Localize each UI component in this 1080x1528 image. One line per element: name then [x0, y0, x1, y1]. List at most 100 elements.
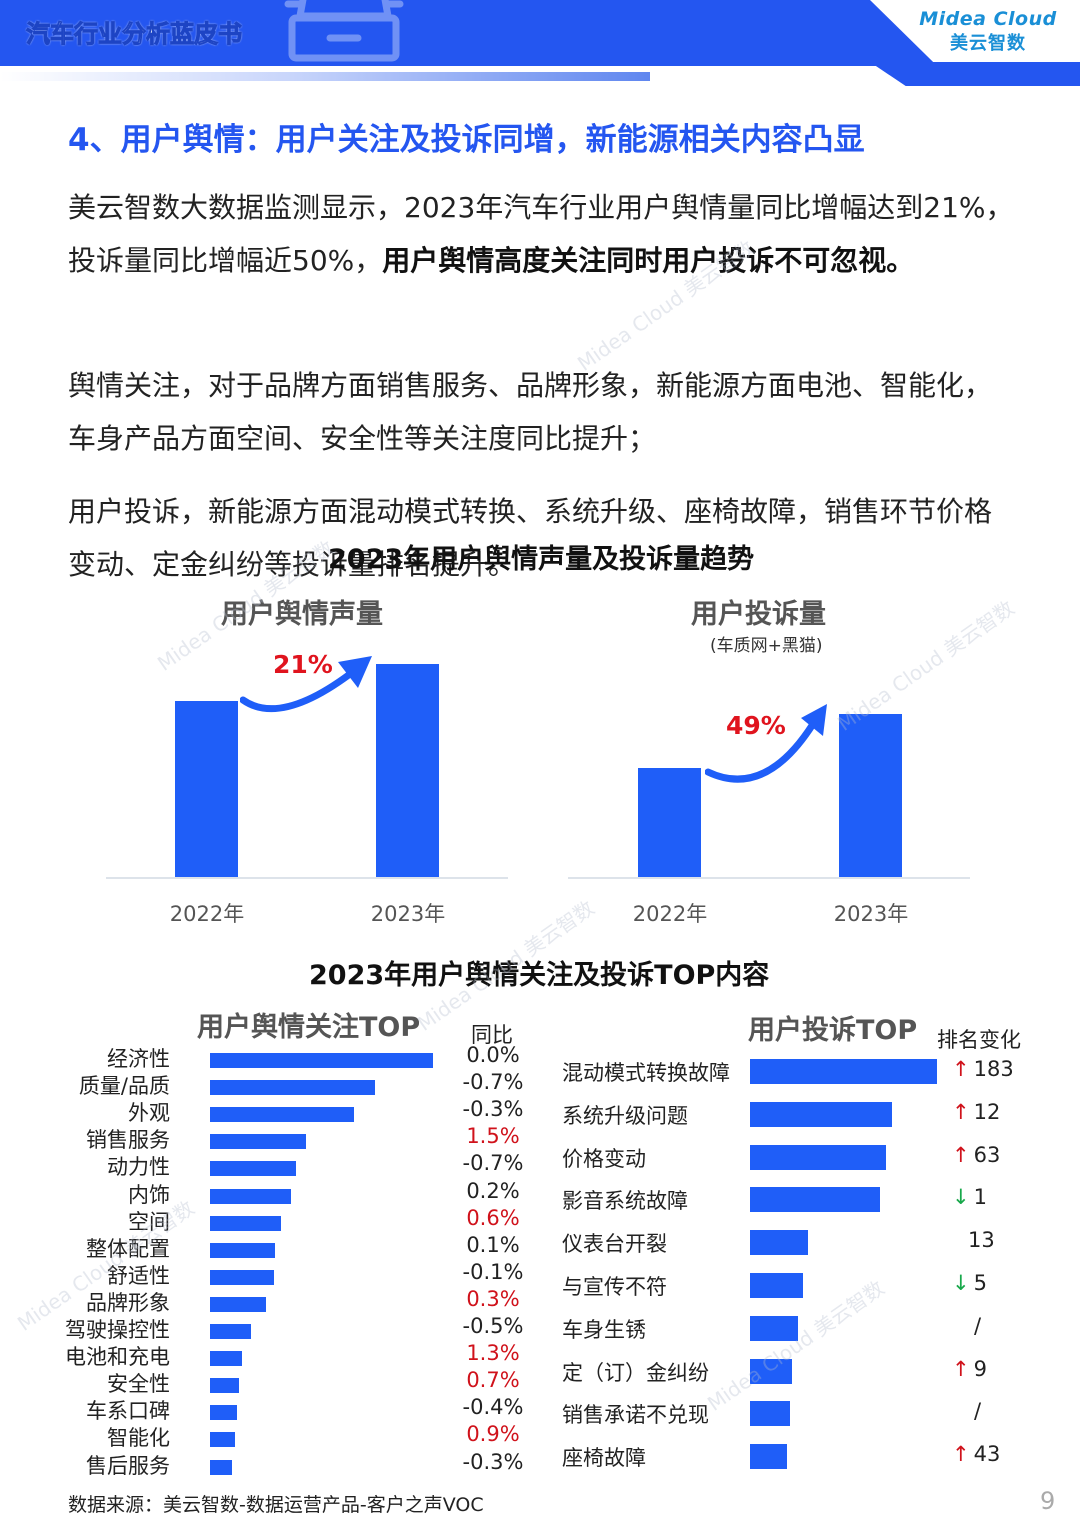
attention-category-label: 安全性 — [107, 1372, 170, 1397]
rank-change: ↑ 12 — [952, 1100, 1032, 1124]
attention-category-label: 驾驶操控性 — [65, 1318, 170, 1342]
complaint-paragraph: 用户投诉，新能源方面混动模式转换、系统升级、座椅故障，销售环节价格变动、定金纠纷… — [68, 495, 993, 581]
car-icon — [284, 0, 404, 62]
data-source-note: 数据来源：美云智数-数据运营产品-客户之声VOC — [68, 1494, 484, 1516]
rank-change: 13 — [968, 1228, 1048, 1252]
attention-bar — [210, 1134, 306, 1150]
arrow-up-icon: ↑ — [952, 1442, 970, 1467]
attention-bar — [210, 1269, 274, 1285]
yoy-value: 0.1% — [466, 1232, 520, 1257]
attention-bar — [210, 1053, 433, 1068]
yoy-value: 1.3% — [466, 1341, 520, 1366]
x-label-2023: 2023年 — [833, 902, 909, 926]
rank-change: / — [974, 1399, 1054, 1423]
trend-chart-title: 2023年用户舆情声量及投诉量趋势 — [328, 544, 755, 575]
yoy-value: 0.9% — [466, 1422, 520, 1447]
yoy-value: -0.7% — [462, 1151, 524, 1176]
rank-change: / — [974, 1314, 1054, 1338]
attention-category-label: 销售服务 — [86, 1128, 170, 1153]
rank-change: ↑ 63 — [952, 1143, 1032, 1167]
rank-change-value: / — [974, 1399, 982, 1424]
complaint-category-label: 销售承诺不兑现 — [562, 1403, 709, 1428]
attention-bar — [210, 1080, 375, 1096]
rank-change-value: 63 — [973, 1142, 1001, 1167]
attention-bar — [210, 1215, 281, 1231]
complaint-x-axis — [568, 877, 970, 879]
arrow-up-icon: ↑ — [952, 1142, 970, 1167]
attention-category-label: 空间 — [128, 1209, 170, 1234]
complaint-bar — [750, 1059, 937, 1084]
rank-change: ↑ 183 — [952, 1057, 1032, 1081]
attention-category-label: 动力性 — [107, 1155, 170, 1180]
rank-change-column-header: 排名变化 — [937, 1028, 1021, 1052]
rank-change: ↑ 9 — [952, 1357, 1032, 1381]
rank-change-value: 12 — [973, 1099, 1001, 1124]
summary-emphasis: 用户舆情高度关注同时用户投诉不可忽视。 — [382, 244, 915, 277]
logo-chinese: 美云智数 — [950, 33, 1026, 54]
attention-category-label: 质量/品质 — [78, 1074, 170, 1099]
attention-bar — [210, 1351, 242, 1367]
sentiment-bar-2023 — [376, 664, 439, 878]
attention-bar — [210, 1459, 232, 1475]
complaint-bar — [750, 1273, 803, 1298]
complaint-category-label: 价格变动 — [562, 1146, 646, 1171]
complaint-bar — [750, 1315, 798, 1341]
attention-category-label: 整体配置 — [86, 1236, 170, 1261]
complaint-category-label: 系统升级问题 — [562, 1103, 688, 1128]
complaint-bar — [750, 1230, 808, 1256]
yoy-value: 0.2% — [466, 1178, 520, 1203]
rank-change: ↓ 5 — [952, 1271, 1032, 1295]
attention-bar — [210, 1324, 251, 1339]
sentiment-volume-title: 用户舆情声量 — [221, 599, 383, 630]
summary-text: 美云智数大数据监测显示，2023年汽车行业用户舆情量同比增幅达到21%，投诉量同… — [68, 191, 1014, 277]
rank-change-value: 1 — [973, 1185, 987, 1210]
complaint-category-label: 定（订）金纠纷 — [562, 1360, 709, 1385]
complaint-category-label: 座椅故障 — [562, 1446, 646, 1471]
complaint-bar-2022 — [638, 768, 701, 878]
arrow-down-icon: ↓ — [952, 1271, 970, 1295]
yoy-column-header: 同比 — [471, 1023, 513, 1047]
attention-category-label: 品牌形象 — [86, 1290, 170, 1315]
sentiment-bar-2022 — [175, 701, 238, 878]
yoy-value: -0.3% — [462, 1449, 524, 1474]
attention-category-label: 经济性 — [107, 1047, 170, 1071]
rank-change-value: 5 — [973, 1271, 987, 1295]
rank-change-value: 13 — [968, 1228, 995, 1253]
complaint-bar — [750, 1401, 790, 1427]
complaint-category-label: 仪表台开裂 — [562, 1232, 667, 1257]
complaint-bar — [750, 1144, 886, 1170]
rank-change-value: 183 — [973, 1057, 1014, 1081]
yoy-value: -0.1% — [462, 1259, 524, 1284]
attention-bar — [210, 1296, 266, 1312]
attention-category-label: 智能化 — [107, 1426, 170, 1451]
yoy-value: -0.5% — [462, 1314, 524, 1338]
complaint-bar — [750, 1358, 792, 1384]
complaint-growth-label: 49% — [726, 711, 786, 740]
attention-category-label: 舒适性 — [107, 1263, 170, 1288]
rank-change: ↑ 43 — [952, 1442, 1032, 1466]
report-title: 汽车行业分析蓝皮书 — [26, 20, 243, 49]
attention-category-label: 车系口碑 — [86, 1399, 170, 1424]
attention-bar — [210, 1242, 275, 1258]
sentiment-x-axis — [106, 877, 508, 879]
rank-change: ↓ 1 — [952, 1185, 1032, 1209]
x-label-2023: 2023年 — [370, 902, 446, 926]
arrow-up-icon: ↑ — [952, 1356, 970, 1381]
arrow-down-icon: ↓ — [952, 1185, 970, 1210]
attention-category-label: 内饰 — [128, 1182, 170, 1207]
yoy-value: -0.4% — [462, 1395, 524, 1420]
attention-bar — [210, 1161, 296, 1177]
yoy-value: 0.6% — [466, 1205, 520, 1230]
yoy-value: -0.7% — [462, 1070, 524, 1095]
x-label-2022: 2022年 — [632, 902, 708, 926]
growth-arrow-icon — [240, 656, 372, 713]
complaint-bar-2023 — [839, 714, 902, 878]
growth-arrow-icon — [705, 704, 827, 783]
complaint-bar — [750, 1444, 787, 1470]
complaint-volume-title: 用户投诉量 — [691, 599, 826, 630]
rank-change-value: 43 — [973, 1442, 1001, 1467]
page-number: 9 — [1040, 1487, 1056, 1515]
top-chart-title: 2023年用户舆情关注及投诉TOP内容 — [309, 960, 770, 991]
section-title: 4、用户舆情：用户关注及投诉同增，新能源相关内容凸显 — [68, 122, 865, 158]
complaint-source-note: (车质网+黑猫) — [710, 636, 823, 656]
